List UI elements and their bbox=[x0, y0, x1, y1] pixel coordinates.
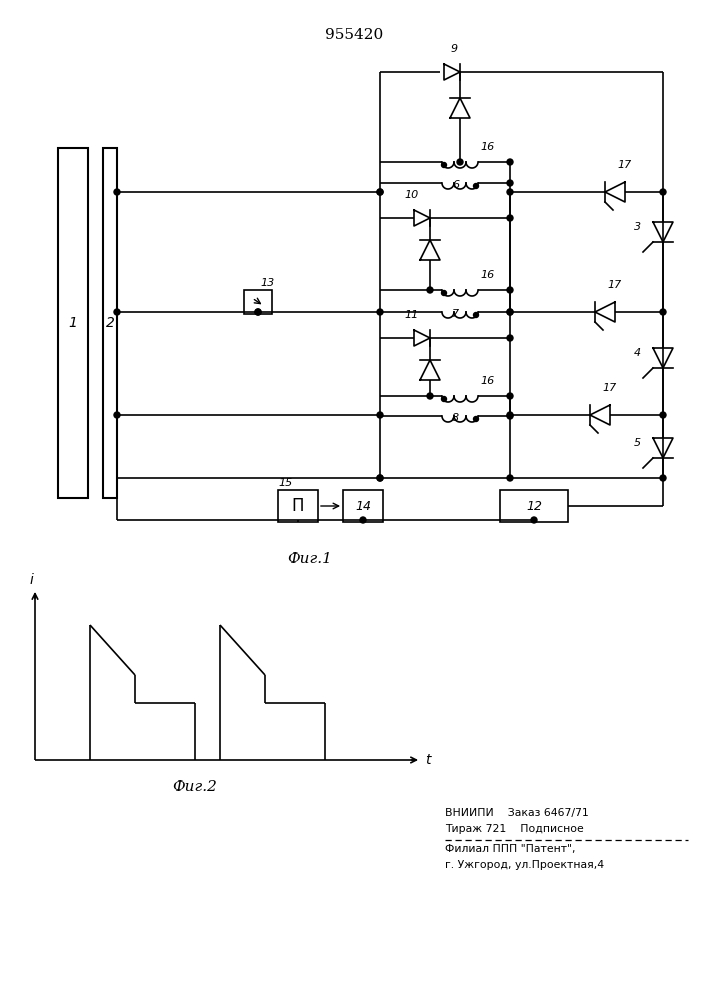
Circle shape bbox=[507, 335, 513, 341]
Text: 4: 4 bbox=[634, 348, 641, 358]
Circle shape bbox=[114, 412, 120, 418]
Bar bbox=[103, 148, 117, 498]
Bar bbox=[500, 490, 568, 522]
Circle shape bbox=[114, 189, 120, 195]
Circle shape bbox=[507, 309, 513, 315]
Text: 10: 10 bbox=[404, 190, 419, 200]
Text: 7: 7 bbox=[452, 309, 459, 319]
Circle shape bbox=[507, 309, 513, 315]
Text: t: t bbox=[425, 753, 431, 767]
Circle shape bbox=[660, 412, 666, 418]
Text: 1: 1 bbox=[69, 316, 78, 330]
Text: г. Ужгород, ул.Проектная,4: г. Ужгород, ул.Проектная,4 bbox=[445, 860, 604, 870]
Text: П: П bbox=[292, 497, 304, 515]
Circle shape bbox=[474, 416, 479, 422]
Text: 6: 6 bbox=[452, 180, 459, 190]
Text: 16: 16 bbox=[480, 376, 494, 386]
Circle shape bbox=[377, 309, 383, 315]
Text: 13: 13 bbox=[260, 278, 274, 288]
Text: 9: 9 bbox=[450, 44, 457, 54]
Circle shape bbox=[507, 393, 513, 399]
Circle shape bbox=[377, 475, 383, 481]
Circle shape bbox=[377, 475, 383, 481]
Circle shape bbox=[660, 475, 666, 481]
Text: 17: 17 bbox=[617, 160, 631, 170]
Circle shape bbox=[255, 309, 261, 315]
Text: 15: 15 bbox=[278, 478, 292, 488]
Circle shape bbox=[660, 189, 666, 195]
Circle shape bbox=[507, 215, 513, 221]
Text: 955420: 955420 bbox=[325, 28, 383, 42]
Circle shape bbox=[507, 412, 513, 418]
Circle shape bbox=[377, 412, 383, 418]
Circle shape bbox=[507, 159, 513, 165]
Circle shape bbox=[360, 517, 366, 523]
Text: 11: 11 bbox=[404, 310, 419, 320]
Circle shape bbox=[441, 162, 447, 167]
Text: 12: 12 bbox=[526, 499, 542, 512]
Text: 3: 3 bbox=[634, 222, 641, 232]
Circle shape bbox=[441, 290, 447, 296]
Text: Филиал ППП "Патент",: Филиал ППП "Патент", bbox=[445, 844, 575, 854]
Circle shape bbox=[531, 517, 537, 523]
Bar bbox=[278, 490, 318, 522]
Bar bbox=[244, 290, 272, 314]
Text: 17: 17 bbox=[602, 383, 617, 393]
Circle shape bbox=[457, 159, 463, 165]
Circle shape bbox=[377, 189, 383, 195]
Circle shape bbox=[441, 396, 447, 401]
Circle shape bbox=[114, 309, 120, 315]
Circle shape bbox=[507, 287, 513, 293]
Circle shape bbox=[474, 312, 479, 318]
Circle shape bbox=[427, 287, 433, 293]
Bar bbox=[58, 148, 88, 498]
Text: Тираж 721    Подписное: Тираж 721 Подписное bbox=[445, 824, 584, 834]
Text: Фиг.2: Фиг.2 bbox=[173, 780, 218, 794]
Text: 8: 8 bbox=[452, 413, 459, 423]
Circle shape bbox=[474, 184, 479, 188]
Text: ВНИИПИ    Заказ 6467/71: ВНИИПИ Заказ 6467/71 bbox=[445, 808, 589, 818]
Circle shape bbox=[507, 413, 513, 419]
Text: 16: 16 bbox=[480, 270, 494, 280]
Circle shape bbox=[427, 393, 433, 399]
Text: 14: 14 bbox=[355, 499, 371, 512]
Circle shape bbox=[255, 309, 261, 315]
Text: 2: 2 bbox=[105, 316, 115, 330]
Text: 5: 5 bbox=[634, 438, 641, 448]
Text: 17: 17 bbox=[607, 280, 621, 290]
Bar bbox=[343, 490, 383, 522]
Circle shape bbox=[507, 180, 513, 186]
Text: Фиг.1: Фиг.1 bbox=[288, 552, 332, 566]
Text: 16: 16 bbox=[480, 142, 494, 152]
Circle shape bbox=[377, 189, 383, 195]
Circle shape bbox=[660, 309, 666, 315]
Circle shape bbox=[507, 475, 513, 481]
Circle shape bbox=[507, 189, 513, 195]
Text: i: i bbox=[29, 573, 33, 587]
